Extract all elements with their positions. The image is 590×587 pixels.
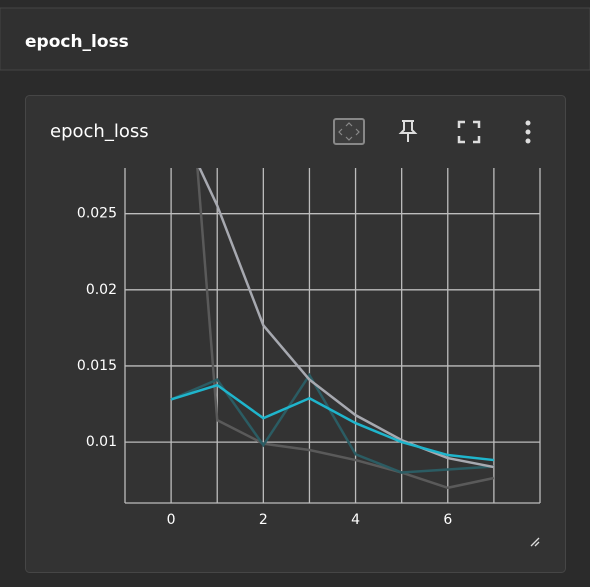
- axes: 0.01 0.015 0.02 0.025 0 2 4 6: [77, 206, 452, 528]
- section-title: epoch_loss: [25, 32, 129, 52]
- y-tick-label: 0.015: [77, 358, 117, 374]
- plot: [170, 168, 495, 490]
- pin-icon[interactable]: [398, 120, 418, 142]
- x-tick-label: 2: [259, 512, 268, 528]
- section-header: [0, 7, 590, 71]
- series-line: [170, 383, 495, 462]
- grid: [124, 168, 541, 504]
- y-tick-label: 0.025: [77, 206, 117, 222]
- card: [25, 95, 566, 573]
- chart-title: epoch_loss: [50, 121, 149, 142]
- resize-handle[interactable]: [530, 537, 540, 547]
- x-tick-label: 4: [351, 512, 360, 528]
- x-tick-label: 0: [167, 512, 176, 528]
- series-line: [196, 168, 495, 490]
- series-line: [198, 168, 495, 469]
- x-tick-label: 6: [443, 512, 452, 528]
- y-tick-label: 0.02: [86, 282, 117, 298]
- fit-icon[interactable]: [333, 118, 365, 145]
- menu-icon[interactable]: [525, 120, 531, 144]
- y-tick-label: 0.01: [86, 434, 117, 450]
- fullscreen-icon[interactable]: [457, 120, 481, 144]
